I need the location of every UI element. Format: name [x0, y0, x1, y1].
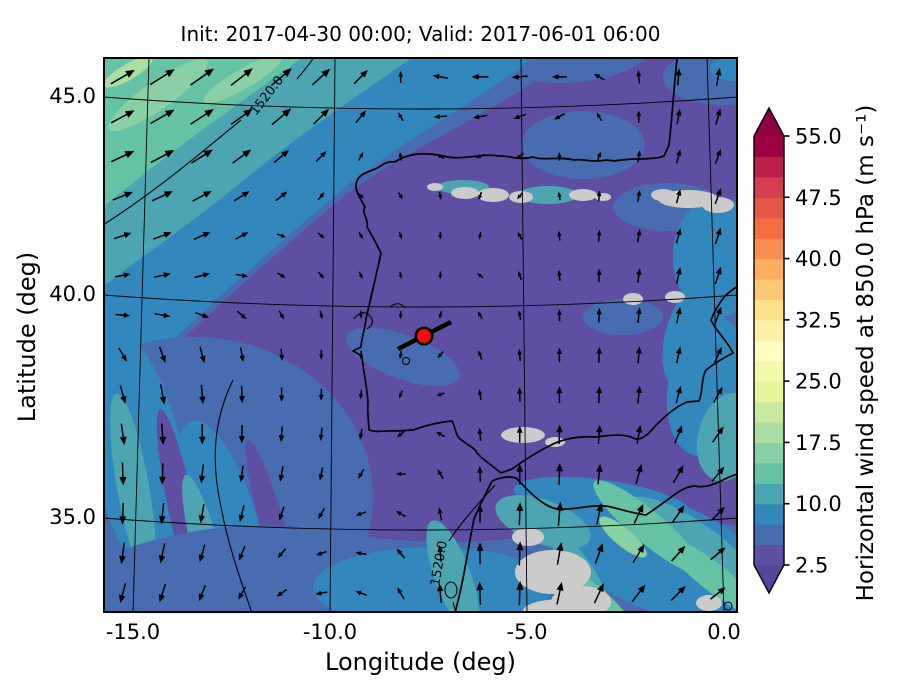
x-tick-label: -10.0	[302, 620, 358, 644]
colorbar-tick-label: 40.0	[795, 247, 842, 271]
x-axis-label: Longitude (deg)	[325, 648, 516, 676]
wind-arrows	[110, 67, 726, 606]
x-tick-label: 0.0	[707, 620, 741, 644]
colorbar-tick-label: 25.0	[795, 370, 842, 394]
colorbar-tick-label: 47.5	[795, 186, 842, 210]
station-marker	[396, 319, 453, 352]
plot-title: Init: 2017-04-30 00:00; Valid: 2017-06-0…	[180, 22, 661, 46]
colorbar-tick-label: 55.0	[795, 125, 842, 149]
colorbar: 2.5 10.0 17.5 25.0 32.5 40.0 47.5 55.0	[753, 106, 842, 595]
graticule	[103, 57, 738, 613]
y-tick-label: 45.0	[49, 84, 96, 108]
coastlines	[352, 58, 738, 613]
colorbar-tick-label: 32.5	[795, 308, 842, 332]
colorbar-tick-label: 2.5	[795, 554, 828, 578]
x-tick-label: -15.0	[105, 620, 161, 644]
x-tick-label: -5.0	[506, 620, 548, 644]
y-axis-label: Latitude (deg)	[13, 251, 41, 423]
masked-terrain-patches	[427, 183, 734, 613]
colorbar-tick-label: 17.5	[795, 431, 842, 455]
plot-frame	[103, 57, 738, 613]
colorbar-tick-label: 10.0	[795, 492, 842, 516]
y-tick-label: 40.0	[49, 282, 96, 306]
y-tick-label: 35.0	[49, 505, 96, 529]
